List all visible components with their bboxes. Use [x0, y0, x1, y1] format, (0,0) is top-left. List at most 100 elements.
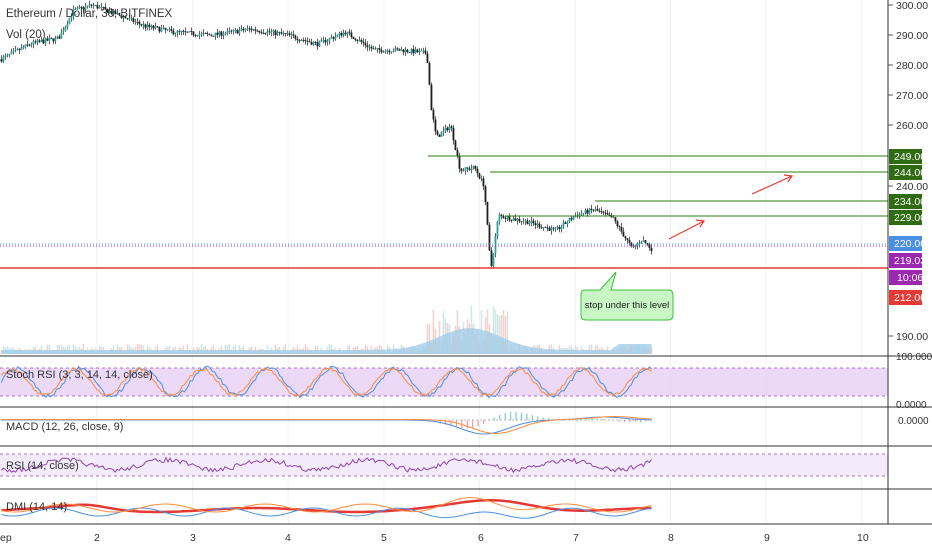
candle-body [86, 5, 89, 7]
candle-body [252, 29, 255, 31]
candle-body [196, 35, 199, 37]
price-axis[interactable]: 300.00 290.00 280.00 270.00 260.00 240.0… [888, 0, 928, 343]
candle-body [476, 168, 479, 174]
candle-body [288, 33, 291, 35]
volume-bar [296, 345, 299, 354]
candle-body [218, 31, 221, 35]
candle-body [336, 34, 339, 37]
candle-body [556, 227, 559, 229]
time-tick: 6 [478, 532, 484, 544]
candle-body [644, 240, 647, 244]
svg-text:219.03: 219.03 [894, 255, 926, 267]
candle-body [268, 31, 271, 33]
candle-body [200, 33, 203, 35]
candle-body [600, 211, 603, 213]
candle-body [640, 241, 643, 244]
projection-arrow-lower[interactable] [668, 219, 706, 240]
candle-body [208, 34, 211, 35]
time-tick: 10 [857, 532, 869, 544]
price-candles[interactable] [0, 0, 653, 269]
badge-234[interactable]: 234.00 [889, 194, 926, 209]
candle-body [30, 44, 33, 46]
candle-body [562, 222, 565, 227]
time-axis[interactable]: ep 2 3 4 5 6 7 8 9 10 [0, 532, 869, 544]
candle-body [140, 24, 143, 26]
candle-body [584, 210, 587, 213]
candle-body [648, 244, 651, 248]
badge-249[interactable]: 249.00 [889, 149, 926, 164]
candle-body [614, 217, 617, 222]
volume-label: Vol (20) [6, 29, 46, 41]
macd-histogram-bar [645, 420, 647, 422]
dmi-minus-line [1, 497, 652, 513]
candle-body [594, 209, 597, 211]
candle-body [582, 212, 585, 214]
candle-body [434, 119, 437, 132]
badge-countdown: 10:06 [889, 270, 923, 285]
candle-body [624, 236, 627, 239]
candle-body [520, 221, 523, 223]
volume-bar [304, 344, 307, 354]
volume-bar [168, 345, 171, 354]
volume-bar [112, 345, 115, 354]
candle-body [74, 9, 77, 10]
badge-244[interactable]: 244.00 [889, 165, 926, 180]
candle-body [570, 218, 573, 220]
candle-body [542, 226, 545, 228]
macd-histogram-bar [542, 417, 544, 421]
badge-purple-price[interactable]: 219.03 [889, 253, 926, 268]
volume-bar [138, 344, 141, 354]
candle-body [150, 25, 153, 27]
badge-current-price[interactable]: 220.00 [889, 236, 926, 251]
candle-body [406, 49, 409, 52]
svg-text:220.00: 220.00 [894, 238, 926, 250]
badge-229[interactable]: 229.00 [889, 210, 926, 225]
candle-body [42, 40, 45, 44]
candle-body [16, 49, 19, 50]
volume-bar [60, 344, 63, 354]
time-tick: 9 [764, 532, 770, 544]
candle-body [510, 220, 513, 222]
candle-body [634, 245, 637, 247]
candle-body [420, 50, 423, 52]
candle-body [250, 28, 253, 31]
volume-bar [72, 344, 75, 354]
candle-body [458, 156, 461, 169]
candle-body [502, 215, 505, 219]
candle-body [22, 47, 25, 49]
badge-support[interactable]: 212.00 [889, 290, 926, 305]
candle-body [320, 39, 323, 41]
candle-body [596, 209, 599, 211]
candle-body [586, 210, 589, 214]
annotation-callout[interactable]: stop under this level [580, 271, 674, 321]
candle-body [202, 33, 205, 34]
candle-body [560, 226, 563, 230]
candle-body [146, 24, 149, 28]
time-tick: 2 [94, 532, 100, 544]
dmi-plus-line [1, 507, 652, 519]
candle-body [210, 34, 213, 36]
candle-body [494, 236, 497, 254]
annotation-text: stop under this level [585, 300, 670, 311]
candle-body [550, 227, 553, 231]
candle-body [524, 220, 527, 222]
candle-body [28, 44, 31, 46]
candle-body [348, 31, 351, 33]
candle-body [220, 31, 223, 36]
volume-bar [426, 323, 429, 354]
candle-body [548, 227, 551, 231]
candle-body [306, 40, 309, 42]
candle-body [402, 49, 405, 53]
candle-body [540, 227, 543, 229]
candle-body [284, 33, 287, 35]
candle-body [270, 31, 273, 33]
candle-body [106, 8, 109, 13]
stoch-d-line [1, 367, 652, 397]
candle-body [76, 7, 79, 10]
candle-body [426, 53, 429, 64]
macd-histogram-bar [596, 418, 598, 421]
volume-bar [506, 311, 509, 354]
projection-arrow-upper[interactable] [751, 174, 794, 195]
candle-body [262, 32, 265, 34]
candle-body [238, 30, 241, 34]
